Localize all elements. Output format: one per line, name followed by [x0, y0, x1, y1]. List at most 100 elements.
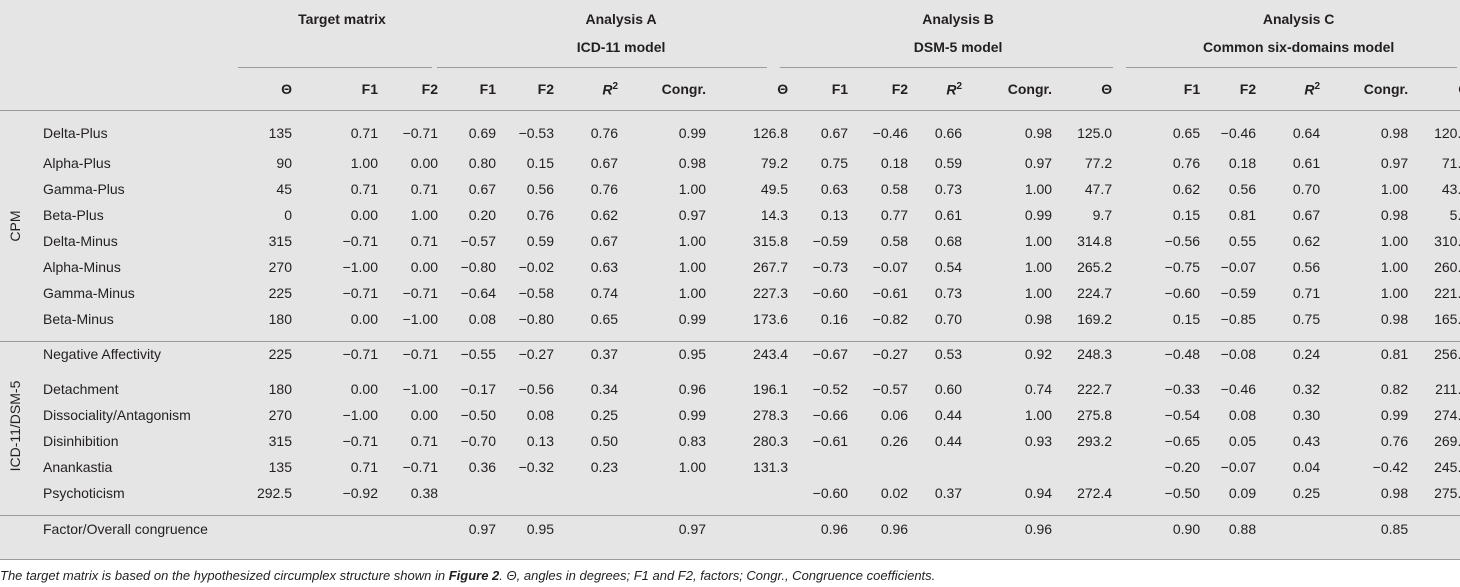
- table-cell: 1.00: [678, 233, 707, 249]
- table-cell: 0.08: [468, 311, 497, 327]
- table-cell: 1.00: [1024, 181, 1053, 197]
- table-cell: 0.53: [934, 346, 963, 362]
- table-row: Beta-Minus 180 0.00 −1.00 0.08 −0.80 0.65 0.99 1…: [0, 306, 1460, 332]
- table-cell: 0.06: [880, 407, 909, 423]
- results-table: Target matrix Analysis A Analysis B Anal…: [0, 11, 1460, 552]
- table-cell: 0.74: [1024, 381, 1053, 397]
- table-cell: 0.58: [880, 233, 909, 249]
- table-cell: 0.70: [934, 311, 963, 327]
- table-cell: 248.3: [1077, 346, 1113, 362]
- table-cell: −0.02: [518, 259, 555, 275]
- table-cell: 0.97: [1380, 155, 1409, 171]
- table-row: Disinhibition 315 −0.71 0.71 −0.70 0.13 0.50 0.…: [0, 428, 1460, 454]
- table-cell: 0.76: [590, 181, 619, 197]
- table-cell: 0.62: [1172, 181, 1201, 197]
- col-congr: Congr.: [1363, 81, 1409, 97]
- table-cell: 14.3: [760, 207, 789, 223]
- target-matrix-header: Target matrix: [298, 11, 386, 27]
- table-cell: 165.4: [1434, 311, 1460, 327]
- table-cell: 0.02: [880, 485, 909, 501]
- table-cell: 0.61: [1292, 155, 1321, 171]
- table-cell: 0: [284, 207, 292, 223]
- table-cell: [626, 480, 714, 506]
- table-cell: 0.65: [1172, 125, 1201, 141]
- table-cell: 79.2: [760, 155, 789, 171]
- table-cell: −0.66: [812, 407, 849, 423]
- table-cell: −0.46: [872, 125, 909, 141]
- table-cell: −0.59: [1220, 285, 1257, 301]
- table-cell: 0.71: [350, 459, 378, 475]
- table-cell: 135: [268, 125, 292, 141]
- table-cell: 0.97: [678, 207, 707, 223]
- table-cell: 0.73: [934, 285, 963, 301]
- table-cell: 0.98: [1380, 125, 1409, 141]
- col-r2: R2: [946, 80, 963, 98]
- icd-group-label: ICD-11/DSM-5: [7, 380, 23, 472]
- col-congr: Congr.: [661, 81, 707, 97]
- table-cell: −0.50: [1164, 485, 1201, 501]
- table-cell: [238, 506, 300, 552]
- col-congr: Congr.: [1007, 81, 1053, 97]
- table-cell: −0.07: [1220, 259, 1257, 275]
- table-cell: 0.98: [1380, 311, 1409, 327]
- table-cell: 43.9: [1441, 181, 1460, 197]
- table-cell: 0.63: [820, 181, 849, 197]
- table-cell: 71.9: [1441, 155, 1460, 171]
- table-cell: 0.69: [468, 125, 497, 141]
- table-cell: 0.25: [590, 407, 619, 423]
- table-cell: 0.55: [1228, 233, 1257, 249]
- table-cell: −0.71: [342, 285, 378, 301]
- col-f2: F2: [891, 81, 909, 97]
- table-cell: 126.8: [753, 125, 789, 141]
- table-cell: 0.62: [1292, 233, 1321, 249]
- table-cell: 0.32: [1292, 381, 1321, 397]
- table-cell: 1.00: [678, 285, 707, 301]
- icd-section: Negative Affectivity 225 −0.71 −0.71 −0.55 −0…: [0, 332, 1460, 506]
- row-label: Delta-Minus: [43, 233, 118, 249]
- table-cell: −0.46: [1220, 381, 1257, 397]
- table-cell: 225: [268, 285, 292, 301]
- table-cell: 180: [268, 381, 292, 397]
- table-cell: −0.52: [812, 381, 849, 397]
- table-cell: −0.17: [460, 381, 497, 397]
- table-cell: 0.50: [590, 433, 619, 449]
- analysis-c-header: Analysis C: [1262, 11, 1335, 27]
- table-cell: 135: [268, 459, 292, 475]
- row-label: Detachment: [43, 381, 119, 397]
- table-cell: −0.46: [1220, 125, 1257, 141]
- table-cell: 0.43: [1292, 433, 1321, 449]
- table-cell: 274.4: [1434, 407, 1460, 423]
- table-cell: 0.83: [678, 433, 707, 449]
- table-cell: −0.48: [1164, 346, 1201, 362]
- table-cell: 0.15: [1172, 207, 1201, 223]
- table-cell: [916, 506, 970, 552]
- table-cell: −0.80: [460, 259, 497, 275]
- table-cell: 0.71: [410, 233, 439, 249]
- table-row: Negative Affectivity 225 −0.71 −0.71 −0.55 −0…: [0, 332, 1460, 376]
- table-cell: 0.25: [1292, 485, 1321, 501]
- row-label: Alpha-Minus: [43, 259, 121, 275]
- table-row: Delta-Plus 135 0.71 −0.71 0.69 −0.53 0.76 0.99 1…: [0, 116, 1460, 150]
- table-cell: 0.96: [678, 381, 707, 397]
- table-cell: 0.37: [934, 485, 963, 501]
- table-cell: 211.0: [1435, 381, 1460, 397]
- col-f2: F2: [1239, 81, 1257, 97]
- table-cell: 0.16: [820, 311, 849, 327]
- table-cell: −0.71: [402, 285, 439, 301]
- analysis-a-underline: [437, 67, 767, 68]
- table-cell: 131.3: [753, 459, 789, 475]
- analysis-a-header: Analysis A: [585, 11, 657, 27]
- table-cell: 0.71: [410, 433, 439, 449]
- table-caption: The target matrix is based on the hypoth…: [0, 568, 936, 583]
- table-cell: 0.95: [526, 521, 555, 537]
- table-cell: 1.00: [1380, 181, 1409, 197]
- table-cell: 243.4: [753, 346, 789, 362]
- table-cell: 1.00: [1024, 285, 1053, 301]
- table-cell: 1.00: [678, 459, 707, 475]
- table-cell: 0.34: [590, 381, 619, 397]
- table-cell: 1.00: [410, 207, 439, 223]
- table-cell: −0.71: [402, 125, 439, 141]
- table-cell: 0.99: [678, 311, 707, 327]
- table-cell: −0.53: [518, 125, 555, 141]
- table-cell: 0.88: [1228, 521, 1257, 537]
